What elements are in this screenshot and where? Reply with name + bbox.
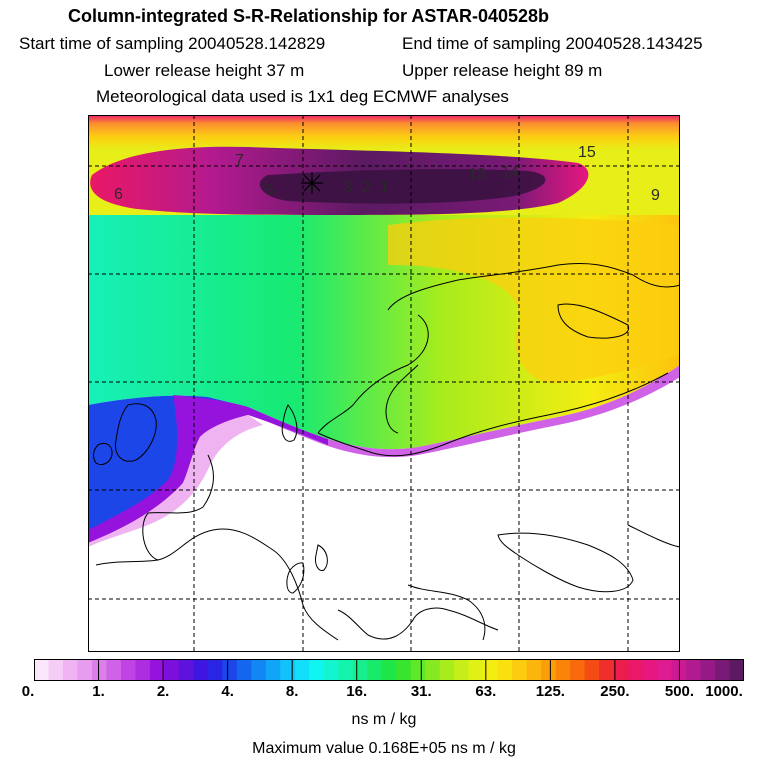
colorbar-cell	[280, 659, 296, 681]
colorbar-cell	[657, 659, 673, 681]
colorbar-cell	[106, 659, 122, 681]
chart-title: Column-integrated S-R-Relationship for A…	[68, 6, 550, 26]
colorbar-tick-label: 4.	[221, 683, 234, 700]
colorbar-tick-label: 16.	[346, 683, 368, 700]
release-site-marker	[301, 172, 323, 194]
field-blue-west	[88, 395, 248, 540]
colorbar-cell	[251, 659, 267, 681]
colorbar-cell	[34, 659, 49, 681]
contour-label-2: 2	[362, 179, 371, 196]
colorbar-tick-label: 8.	[285, 683, 299, 700]
sensitivity-map: 6 7 5 4 3 2 1 13 14 15 9	[88, 115, 680, 652]
colorbar-cell	[352, 659, 368, 681]
colorbar-cell	[613, 659, 629, 681]
colorbar-cell	[236, 659, 252, 681]
colorbar-cell	[454, 659, 470, 681]
colorbar-tick-label: 125.	[535, 683, 565, 700]
colorbar-cell	[135, 659, 151, 681]
contour-label-15: 15	[578, 144, 596, 161]
colorbar-cell	[367, 659, 383, 681]
colorbar-cell	[323, 659, 339, 681]
contour-label-3: 3	[343, 179, 352, 196]
contour-label-14: 14	[501, 164, 519, 181]
graticule	[88, 115, 680, 652]
colorbar-tick-label: 31.	[410, 683, 432, 700]
colorbar-cell	[570, 659, 586, 681]
colorbar-tick-label: 500.	[664, 683, 695, 700]
maximum-value-label: Maximum value 0.168E+05 ns m / kg	[252, 740, 516, 757]
colorbar	[34, 659, 744, 681]
coastlines	[93, 262, 680, 641]
colorbar-cell	[599, 659, 615, 681]
contour-label-5: 5	[265, 182, 274, 199]
colorbar-cell	[338, 659, 354, 681]
colorbar-cell	[91, 659, 107, 681]
colorbar-cell	[628, 659, 644, 681]
colorbar-cell	[48, 659, 64, 681]
field-yellow-east	[388, 217, 680, 384]
colorbar-tick-label: 250.	[600, 683, 630, 700]
colorbar-cell	[715, 659, 731, 681]
contour-label-9: 9	[651, 187, 660, 204]
colorbar-tick-label: 1000.	[705, 683, 743, 700]
field-violet-west	[88, 395, 328, 543]
contour-label-13: 13	[468, 166, 486, 183]
colorbar-cell	[207, 659, 223, 681]
colorbar-cell	[77, 659, 93, 681]
colorbar-cell	[381, 659, 397, 681]
start-time-label: Start time of sampling 20040528.142829	[19, 34, 326, 53]
map-border	[88, 115, 680, 652]
colorbar-units: ns m / kg	[351, 711, 417, 728]
colorbar-cell	[410, 659, 426, 681]
colorbar-cell	[468, 659, 484, 681]
colorbar-cell	[497, 659, 513, 681]
colorbar-cell	[584, 659, 600, 681]
colorbar-cell	[294, 659, 310, 681]
colorbar-cell	[483, 659, 499, 681]
colorbar-cell	[178, 659, 194, 681]
colorbar-cell	[541, 659, 557, 681]
colorbar-cell	[164, 659, 180, 681]
colorbar-cell	[425, 659, 441, 681]
field-magenta-fringe	[248, 360, 680, 458]
colorbar-tick-label: 2.	[156, 683, 170, 700]
lower-release-label: Lower release height 37 m	[104, 61, 305, 80]
contour-label-1: 1	[380, 179, 389, 196]
colorbar-tick-label: 1.	[92, 683, 105, 700]
colorbar-cell	[526, 659, 542, 681]
colorbar-tick-label: 63.	[475, 683, 497, 700]
colorbar-border	[34, 659, 744, 681]
contour-label-7: 7	[235, 152, 244, 169]
colorbar-cell	[555, 659, 571, 681]
colorbar-cell	[222, 659, 238, 681]
colorbar-cell	[149, 659, 165, 681]
colorbar-cell	[309, 659, 325, 681]
upper-release-label: Upper release height 89 m	[402, 61, 603, 80]
colorbar-tick-label: 0.	[21, 683, 35, 700]
colorbar-cell	[642, 659, 658, 681]
field-light-magenta	[88, 415, 263, 547]
end-time-label: End time of sampling 20040528.143425	[402, 34, 703, 53]
colorbar-cell	[120, 659, 136, 681]
colorbar-cell	[729, 659, 744, 681]
colorbar-cell	[700, 659, 716, 681]
colorbar-cell	[193, 659, 209, 681]
contour-label-4: 4	[306, 179, 315, 196]
met-data-label: Meteorological data used is 1x1 deg ECMW…	[96, 87, 509, 106]
colorbar-cell	[265, 659, 281, 681]
colorbar-cell	[686, 659, 702, 681]
colorbar-cell	[396, 659, 412, 681]
colorbar-cell	[62, 659, 78, 681]
contour-label-6: 6	[114, 186, 123, 203]
plume-core	[259, 169, 546, 204]
colorbar-cell	[439, 659, 455, 681]
colorbar-cell	[512, 659, 528, 681]
